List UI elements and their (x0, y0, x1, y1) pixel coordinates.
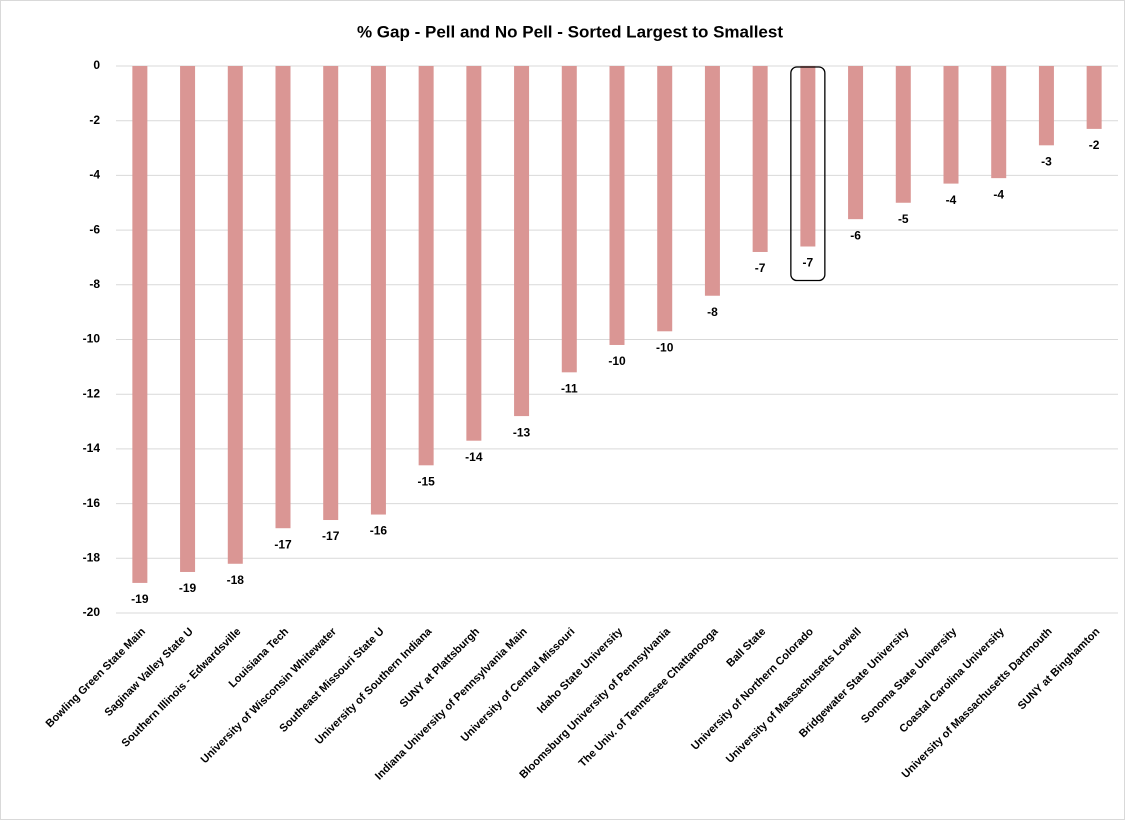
data-label: -7 (803, 256, 814, 270)
bar (323, 66, 339, 521)
data-label: -15 (417, 474, 435, 488)
bar (370, 66, 386, 515)
y-tick-label: -8 (89, 277, 100, 291)
bar (275, 66, 291, 529)
bar (1038, 66, 1054, 146)
bar (418, 66, 434, 466)
data-label: -8 (707, 305, 718, 319)
data-label: -4 (993, 187, 1004, 201)
highlight-box (790, 66, 826, 282)
data-label: -10 (656, 340, 674, 354)
y-tick-label: -6 (89, 222, 100, 236)
data-label: -7 (755, 261, 766, 275)
data-label: -18 (227, 573, 245, 587)
data-label: -16 (370, 524, 388, 538)
y-tick-label: -10 (83, 332, 101, 346)
data-label: -6 (850, 228, 861, 242)
y-tick-label: -18 (83, 550, 101, 564)
data-label: -5 (898, 212, 909, 226)
data-label: -11 (561, 381, 578, 395)
y-tick-label: -16 (83, 496, 101, 510)
bar (466, 66, 482, 441)
data-label: -17 (322, 529, 340, 543)
bar (800, 66, 816, 247)
data-label: -13 (513, 425, 531, 439)
bar (132, 66, 148, 583)
data-label: -14 (465, 450, 483, 464)
bar (848, 66, 864, 220)
bar (227, 66, 243, 564)
data-label: -19 (131, 592, 149, 606)
bar (609, 66, 625, 345)
chart-title: % Gap - Pell and No Pell - Sorted Larges… (357, 22, 783, 41)
bar (895, 66, 911, 203)
y-tick-label: -20 (83, 605, 101, 619)
bar (991, 66, 1007, 179)
data-label: -2 (1089, 138, 1100, 152)
bar (752, 66, 768, 252)
bar (180, 66, 196, 572)
bar (657, 66, 673, 332)
data-label: -4 (946, 193, 957, 207)
bar (561, 66, 577, 373)
y-tick-label: -4 (89, 168, 100, 182)
bar (1086, 66, 1102, 129)
y-tick-label: -2 (89, 113, 100, 127)
bar (704, 66, 720, 296)
data-label: -17 (274, 537, 292, 551)
data-label: -3 (1041, 154, 1052, 168)
data-label: -10 (608, 354, 626, 368)
data-label: -19 (179, 581, 197, 595)
y-tick-label: -14 (83, 441, 101, 455)
y-tick-label: -12 (83, 386, 101, 400)
bar (943, 66, 959, 184)
y-tick-label: 0 (93, 58, 100, 72)
bar (514, 66, 530, 417)
